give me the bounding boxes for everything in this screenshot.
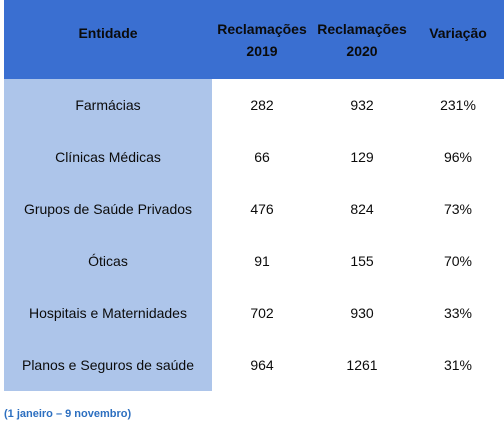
cell-2020: 930	[312, 287, 412, 339]
cell-variation: 231%	[412, 79, 504, 131]
table-row: Hospitais e Maternidades 702 930 33%	[4, 287, 504, 339]
cell-entity: Grupos de Saúde Privados	[4, 183, 212, 235]
cell-entity: Óticas	[4, 235, 212, 287]
cell-entity: Hospitais e Maternidades	[4, 287, 212, 339]
header-2020-line1: Reclamações	[317, 20, 407, 37]
header-2020-line2: 2020	[346, 42, 378, 59]
header-entity: Entidade	[4, 0, 212, 79]
table-row: Clínicas Médicas 66 129 96%	[4, 131, 504, 183]
table-body: Farmácias 282 932 231% Clínicas Médicas …	[4, 79, 504, 391]
cell-2019: 282	[212, 79, 312, 131]
complaints-table: Entidade Reclamações 2019 Reclamações 20…	[4, 0, 504, 391]
cell-2020: 129	[312, 131, 412, 183]
cell-2020: 1261	[312, 339, 412, 391]
cell-variation: 31%	[412, 339, 504, 391]
cell-2019: 91	[212, 235, 312, 287]
cell-2020: 155	[312, 235, 412, 287]
cell-variation: 73%	[412, 183, 504, 235]
header-2020: Reclamações 2020	[312, 0, 412, 79]
cell-2019: 476	[212, 183, 312, 235]
cell-2020: 932	[312, 79, 412, 131]
cell-2019: 964	[212, 339, 312, 391]
cell-variation: 33%	[412, 287, 504, 339]
cell-entity: Planos e Seguros de saúde	[4, 339, 212, 391]
table-header: Entidade Reclamações 2019 Reclamações 20…	[4, 0, 504, 79]
cell-entity: Clínicas Médicas	[4, 131, 212, 183]
header-entity-label: Entidade	[78, 24, 138, 41]
table-row: Grupos de Saúde Privados 476 824 73%	[4, 183, 504, 235]
header-variation-label: Variação	[429, 24, 487, 41]
cell-2019: 702	[212, 287, 312, 339]
cell-2020: 824	[312, 183, 412, 235]
table-row: Farmácias 282 932 231%	[4, 79, 504, 131]
header-2019-line2: 2019	[246, 42, 278, 59]
header-2019-line1: Reclamações	[217, 20, 307, 37]
cell-entity: Farmácias	[4, 79, 212, 131]
table-row: Óticas 91 155 70%	[4, 235, 504, 287]
header-variation: Variação	[412, 0, 504, 79]
header-2019: Reclamações 2019	[212, 0, 312, 79]
table-row: Planos e Seguros de saúde 964 1261 31%	[4, 339, 504, 391]
cell-variation: 70%	[412, 235, 504, 287]
cell-2019: 66	[212, 131, 312, 183]
cell-variation: 96%	[412, 131, 504, 183]
date-range-footnote: (1 janeiro – 9 novembro)	[4, 408, 132, 420]
